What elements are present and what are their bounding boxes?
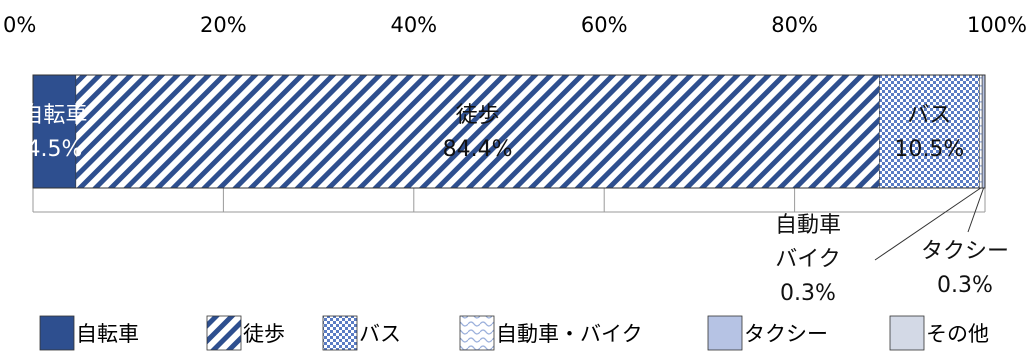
segment-label-series-2-line-0: バス xyxy=(907,103,951,128)
legend-swatch-series-0 xyxy=(39,315,75,351)
bar-segment-series-1 xyxy=(75,74,880,189)
bar-segment-series-0 xyxy=(32,74,77,189)
callout-label-series-4-line-0: タクシー xyxy=(921,239,1009,264)
legend-swatch-series-3 xyxy=(459,315,495,351)
legend-swatch-series-4 xyxy=(707,315,743,351)
x-axis-ticks: 0% 20% 40% 60% 80% 100% xyxy=(3,13,1027,37)
x-tick-label: 40% xyxy=(390,13,437,37)
legend-label-series-2: バス xyxy=(359,322,401,346)
legend-label-series-1: 徒歩 xyxy=(243,322,285,346)
legend: 自転車 徒歩 バス 自動車・バイク タクシー その他 xyxy=(39,315,989,351)
x-tick-label: 100% xyxy=(967,13,1027,37)
segment-label-series-0-line-0: 自転車 xyxy=(21,103,87,128)
x-tick-label: 60% xyxy=(581,13,628,37)
bar-segment-series-3 xyxy=(978,74,983,189)
legend-label-series-5: その他 xyxy=(926,322,989,346)
callout-line-series-3 xyxy=(874,187,981,261)
x-tick-label: 80% xyxy=(771,13,818,37)
callout-label-series-4-line-1: 0.3% xyxy=(937,273,993,298)
legend-label-series-4: タクシー xyxy=(744,322,828,346)
x-tick-label: 0% xyxy=(3,13,36,37)
segment-label-series-1-line-0: 徒歩 xyxy=(456,103,500,128)
legend-label-series-0: 自転車 xyxy=(76,322,139,346)
legend-swatch-series-2 xyxy=(322,315,358,351)
legend-swatch-series-1 xyxy=(206,315,242,351)
legend-label-series-3: 自動車・バイク xyxy=(496,322,643,346)
x-tick-label: 20% xyxy=(200,13,247,37)
bar-segments xyxy=(32,74,986,189)
callout-label-series-3-line-1: バイク xyxy=(775,247,841,272)
legend-swatch-series-5 xyxy=(889,315,925,351)
segment-label-series-1-line-1: 84.4% xyxy=(443,137,513,162)
callout-label-series-3-line-0: 自動車 xyxy=(775,213,841,238)
bar-segment-series-2 xyxy=(879,74,980,189)
segment-label-series-0-line-1: 4.5% xyxy=(26,137,82,162)
segment-label-series-2-line-1: 10.5% xyxy=(894,137,964,162)
bar-outline xyxy=(32,74,986,189)
callout-line-series-4 xyxy=(967,187,985,233)
callout-label-series-3-line-2: 0.3% xyxy=(780,281,836,306)
